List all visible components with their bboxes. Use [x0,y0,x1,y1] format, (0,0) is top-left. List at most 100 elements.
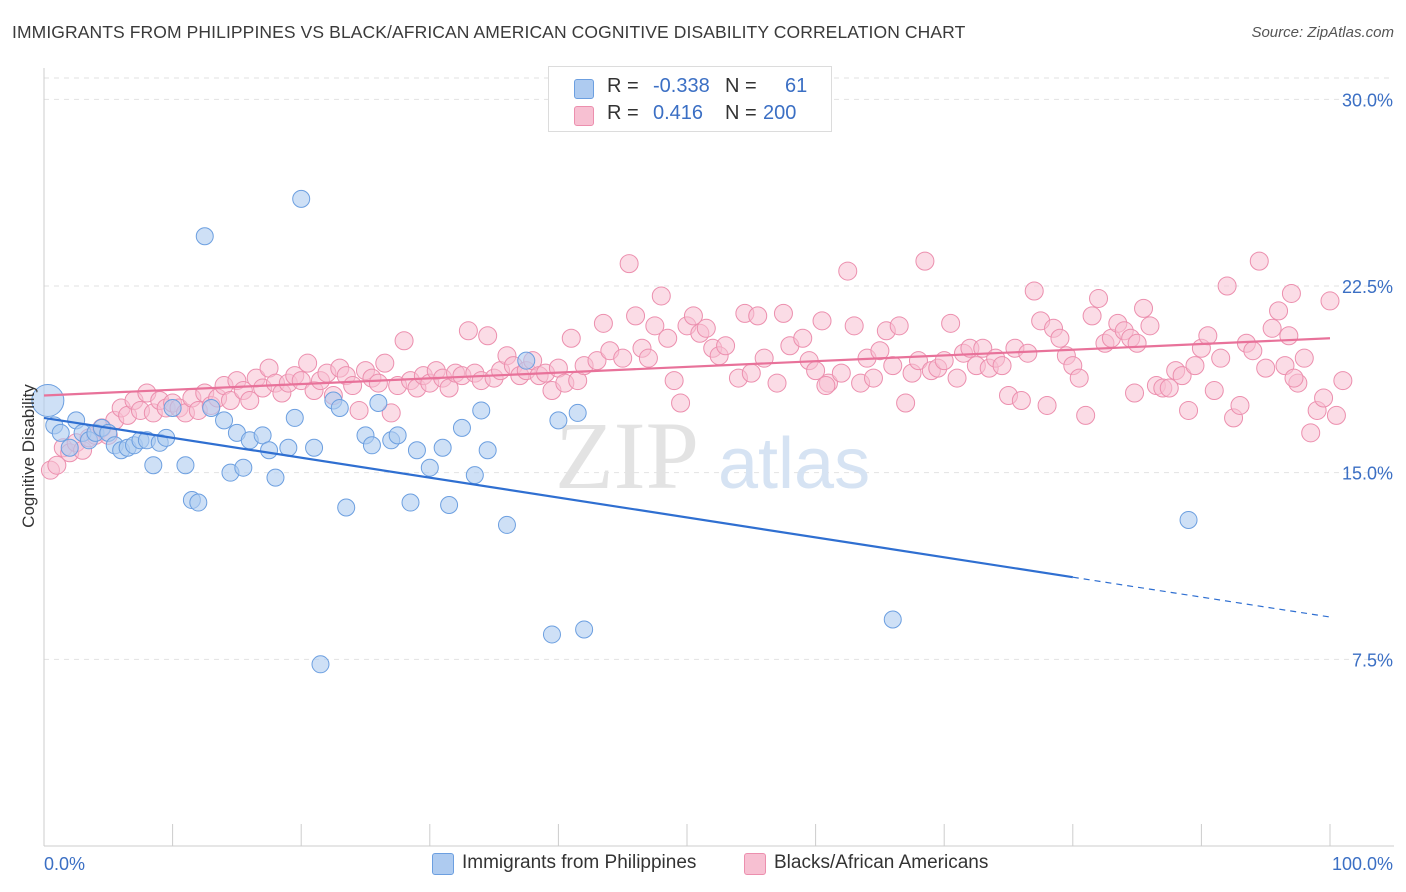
data-point-blacks [838,261,858,281]
legend-n-label: N = [725,102,757,124]
data-point-blacks [1230,395,1250,415]
data-point-blacks [1050,328,1070,348]
data-point-philippines [311,655,330,674]
data-point-blacks [561,328,581,348]
data-point-blacks [1018,343,1038,363]
legend-r-value: 0.416 [653,102,704,124]
y-tick-label: 7.5% [1352,650,1393,670]
data-point-blacks [1211,348,1231,368]
data-point-blacks [992,356,1012,376]
legend-box: R = -0.338 N = 61 R = 0.416 N = 200 [548,66,832,132]
data-point-blacks [1281,283,1301,303]
data-point-blacks [664,371,684,391]
data-point-philippines [305,438,324,457]
data-point-blacks [870,341,890,361]
data-point-blacks [240,390,260,410]
x-tick-label: 100.0% [1332,854,1393,874]
data-point-philippines [51,423,70,442]
y-tick-label: 22.5% [1342,277,1393,297]
data-point-blacks [1140,316,1160,336]
data-point-blacks [748,306,768,326]
data-point-blacks [1249,251,1269,271]
bottom-legend-label: Blacks/African Americans [774,852,989,873]
series-philippines-points [31,189,1198,674]
axes [43,68,1394,847]
data-point-philippines [234,458,253,477]
data-point-blacks [741,363,761,383]
data-point-blacks [716,336,736,356]
data-point-blacks [1024,281,1044,301]
bottom-legend-label: Immigrants from Philippines [462,852,697,873]
data-point-philippines [362,436,381,455]
legend-n-value: 61 [785,75,808,97]
data-point-blacks [1279,326,1299,346]
data-point-philippines [337,498,356,517]
data-point-philippines [407,441,426,460]
data-point-blacks [658,328,678,348]
data-point-blacks [947,368,967,388]
data-point-blacks [638,348,658,368]
watermark-atlas: atlas [718,424,870,504]
watermark: ZIP atlas [555,402,870,509]
data-point-blacks [619,254,639,274]
data-point-blacks [793,328,813,348]
data-point-blacks [1320,291,1340,311]
data-point-blacks [1127,333,1147,353]
data-point-blacks [1134,298,1154,318]
legend-r-value: -0.338 [653,75,710,97]
data-point-philippines [549,411,568,430]
legend-swatch-pink [574,106,594,126]
data-point-blacks [1089,288,1109,308]
data-point-blacks [626,306,646,326]
data-point-blacks [47,455,67,475]
series-blacks-points [40,251,1353,480]
data-point-philippines [542,625,561,644]
data-point-philippines [568,403,587,422]
data-point-blacks [816,376,836,396]
data-point-blacks [1185,356,1205,376]
data-point-philippines [440,496,459,515]
data-point-blacks [343,376,363,396]
data-point-blacks [349,400,369,420]
data-point-blacks [613,348,633,368]
data-point-philippines [189,493,208,512]
data-point-philippines [330,398,349,417]
data-point-philippines [401,493,420,512]
data-point-blacks [1198,326,1218,346]
data-point-blacks [941,313,961,333]
data-point-philippines [60,438,79,457]
y-tick-label: 30.0% [1342,90,1393,110]
data-point-blacks [1301,423,1321,443]
data-point-philippines [202,398,221,417]
data-point-philippines [292,189,311,208]
data-point-blacks [889,316,909,336]
data-point-blacks [767,373,787,393]
data-point-blacks [458,321,478,341]
data-point-philippines [1179,510,1198,529]
data-point-blacks [375,353,395,373]
data-point-blacks [1204,381,1224,401]
data-point-blacks [1069,368,1089,388]
data-point-blacks [1256,358,1276,378]
data-point-blacks [298,353,318,373]
data-point-blacks [915,251,935,271]
data-point-philippines [253,426,272,445]
data-point-blacks [812,311,832,331]
trend-line-blacks [43,337,1331,397]
data-point-blacks [478,326,498,346]
y-axis-label: Cognitive Disability [19,384,38,528]
data-point-philippines [478,441,497,460]
data-point-philippines [575,620,594,639]
data-point-blacks [220,390,240,410]
data-point-philippines [260,441,279,460]
data-point-blacks [896,393,916,413]
data-point-blacks [773,303,793,323]
data-point-blacks [368,373,388,393]
data-point-philippines [266,468,285,487]
data-point-philippines [452,418,471,437]
data-point-blacks [1294,348,1314,368]
legend-r-label: R = [607,75,639,97]
data-point-blacks [863,368,883,388]
legend-n-label: N = [725,75,757,97]
